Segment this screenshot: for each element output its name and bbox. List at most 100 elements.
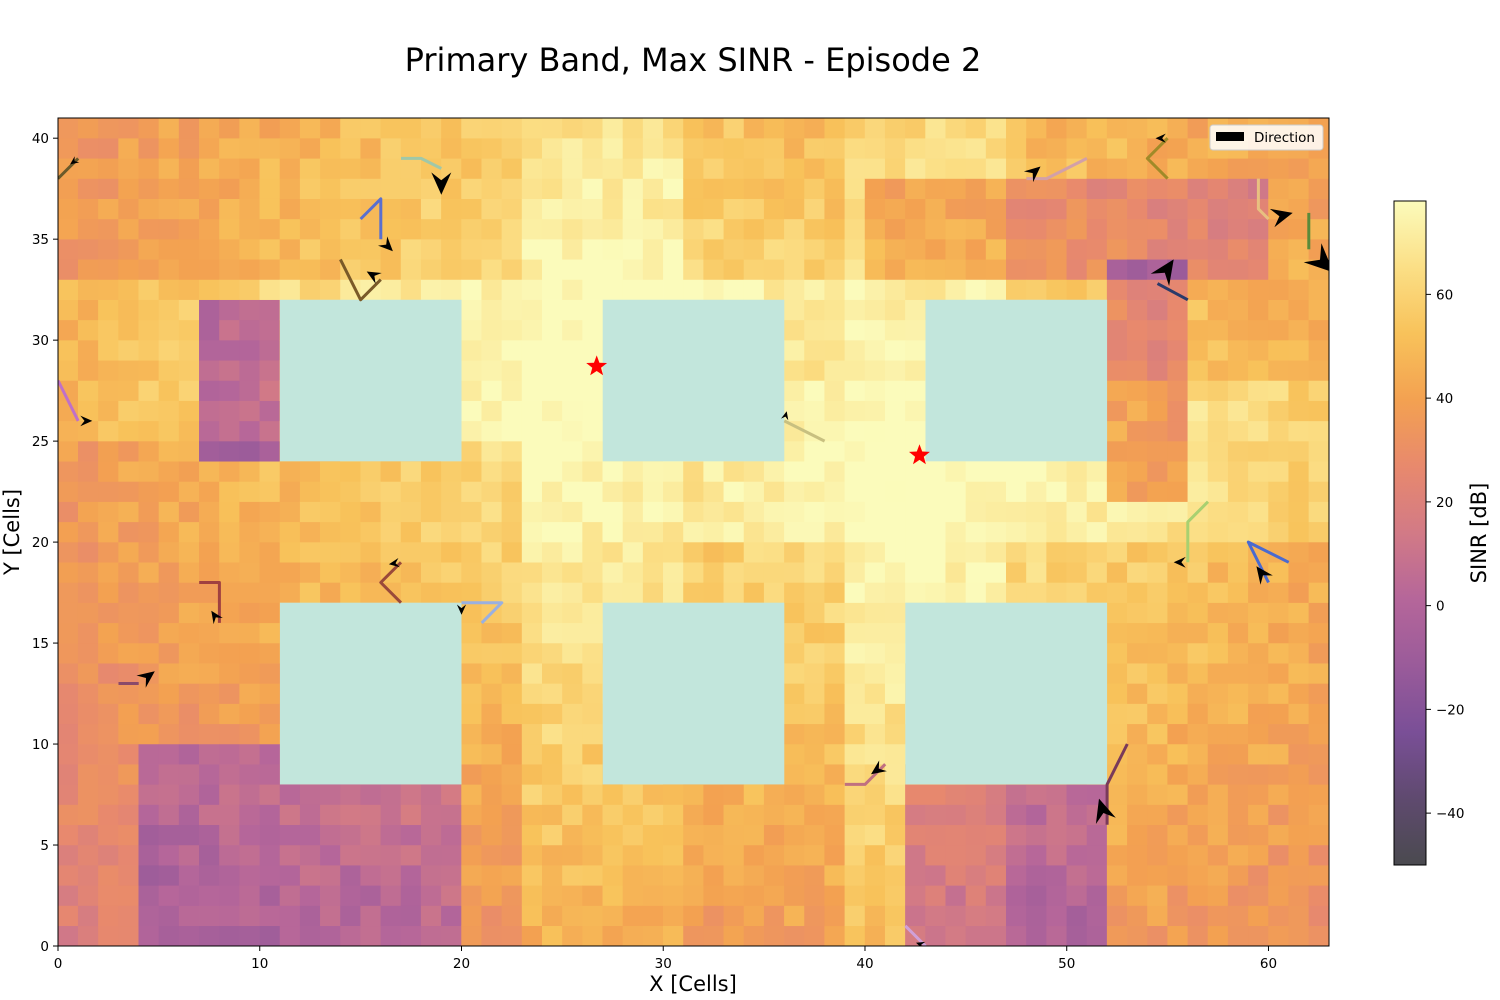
heatmap-cell (158, 602, 180, 624)
heatmap-cell (824, 804, 845, 826)
heatmap-cell (1147, 360, 1168, 381)
heatmap-cell (925, 582, 946, 603)
heatmap-cell (118, 178, 139, 199)
heatmap-cell (461, 764, 482, 785)
heatmap-cell (562, 158, 583, 179)
heatmap-cell (562, 461, 583, 482)
heatmap-cell (784, 885, 805, 906)
heatmap-cell (58, 804, 79, 826)
heatmap-cell (1046, 481, 1067, 502)
heatmap-cell (360, 844, 381, 866)
heatmap-cell (925, 259, 946, 280)
heatmap-cell (622, 218, 644, 240)
heatmap-cell (1227, 905, 1249, 927)
heatmap-cell (1268, 299, 1289, 321)
trajectory (401, 156, 452, 195)
heatmap-cell (98, 339, 119, 361)
heatmap-cell (864, 905, 886, 927)
heatmap-cell (58, 440, 79, 462)
heatmap-cell (784, 541, 805, 563)
heatmap-cell (58, 198, 79, 220)
heatmap-cell (1086, 501, 1108, 523)
heatmap-cell (1167, 642, 1188, 664)
heatmap-cell (541, 158, 563, 179)
heatmap-cell (138, 400, 160, 422)
heatmap-cell (118, 885, 139, 906)
heatmap-cell (602, 118, 624, 139)
heatmap-cell (118, 400, 139, 422)
building-block (602, 602, 785, 785)
trajectory (1095, 743, 1129, 825)
heatmap-cell (884, 501, 906, 523)
heatmap-cell (138, 885, 160, 906)
y-tick-label: 20 (32, 535, 49, 551)
heatmap-cell (1308, 642, 1329, 664)
heatmap-cell (1147, 804, 1168, 826)
heatmap-cell (259, 299, 281, 321)
heatmap-cell (400, 461, 422, 482)
heatmap-cell (521, 541, 543, 563)
heatmap-cell (824, 481, 845, 502)
heatmap-cell (178, 501, 200, 523)
heatmap-cell (199, 178, 220, 199)
heatmap-cell (1167, 804, 1188, 826)
heatmap-cell (1147, 602, 1168, 624)
heatmap-cell (1187, 865, 1209, 886)
heatmap-cell (481, 461, 503, 482)
heatmap-cell (239, 885, 260, 906)
heatmap-cell (340, 804, 361, 826)
heatmap-cell (723, 885, 745, 906)
heatmap-cell (703, 501, 724, 523)
heatmap-cell (683, 501, 704, 523)
heatmap-cell (1006, 501, 1027, 523)
heatmap-cell (521, 380, 543, 401)
heatmap-cell (501, 723, 523, 745)
heatmap-cell (501, 743, 523, 765)
heatmap-cell (178, 764, 200, 785)
heatmap-cell (541, 319, 563, 341)
heatmap-cell (824, 764, 845, 785)
heatmap-cell (219, 764, 240, 785)
heatmap-cell (461, 501, 482, 523)
heatmap-cell (784, 299, 805, 321)
heatmap-cell (562, 138, 583, 159)
heatmap-cell (219, 400, 240, 422)
heatmap-cell (118, 440, 139, 462)
heatmap-cell (461, 198, 482, 220)
heatmap-cell (884, 279, 906, 300)
heatmap-cell (1187, 582, 1209, 603)
legend-arrow-swatch (1216, 132, 1244, 141)
heatmap-cell (501, 380, 523, 401)
heatmap-cell (1187, 602, 1209, 624)
heatmap-cell (884, 784, 906, 805)
heatmap-cell (400, 178, 422, 199)
trajectory (199, 581, 223, 625)
heatmap-cell (340, 238, 361, 260)
heatmap-cell (1207, 743, 1229, 765)
heatmap-cell (1308, 844, 1329, 866)
heatmap-cell (884, 824, 906, 846)
heatmap-cell (360, 238, 381, 260)
heatmap-cell (743, 804, 765, 826)
heatmap-cell (138, 824, 160, 846)
heatmap-cell (1288, 743, 1310, 765)
heatmap-cell (441, 138, 462, 159)
heatmap-cell (804, 521, 825, 543)
heatmap-cell (602, 481, 624, 502)
heatmap-cell (1308, 158, 1329, 179)
heatmap-cell (723, 481, 745, 502)
heatmap-cell (521, 824, 543, 846)
heatmap-cell (98, 703, 119, 725)
heatmap-cell (1046, 279, 1067, 300)
heatmap-cell (784, 279, 805, 300)
heatmap-cell (178, 279, 200, 300)
heatmap-cell (98, 865, 119, 886)
heatmap-cell (461, 138, 482, 159)
heatmap-cell (441, 865, 462, 886)
heatmap-cell (178, 238, 200, 260)
heatmap-cell (824, 844, 845, 866)
heatmap-cell (905, 238, 926, 260)
heatmap-cell (118, 784, 139, 805)
building-block (602, 299, 785, 462)
heatmap-cell (178, 541, 200, 563)
